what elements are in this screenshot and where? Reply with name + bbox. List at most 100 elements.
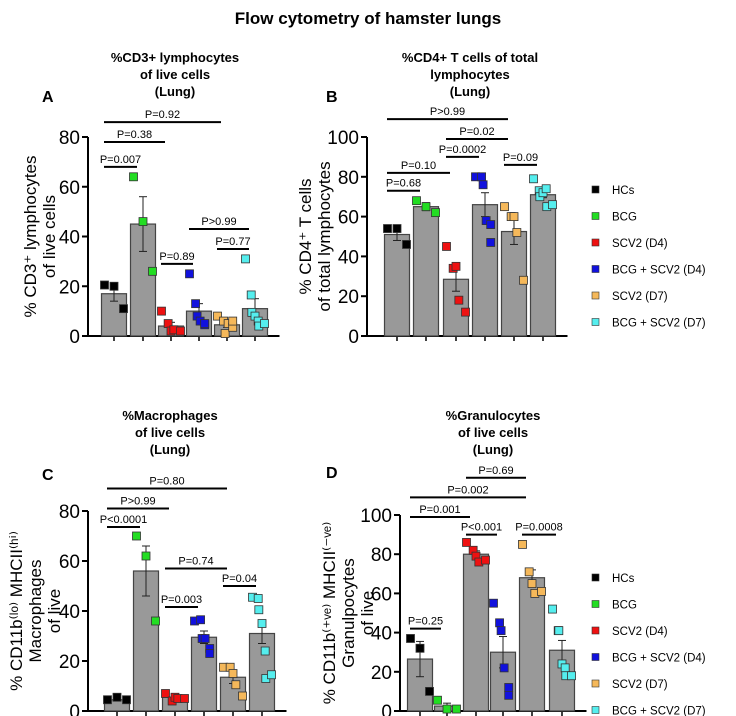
data-point [196, 615, 205, 625]
y-tick-label: 40 [59, 602, 80, 623]
data-point [415, 643, 425, 653]
y-tick-label: 20 [371, 663, 392, 684]
data-point [246, 290, 256, 300]
p-value-label: P=0.25 [408, 616, 443, 628]
data-point [567, 671, 576, 681]
y-tick-label: 100 [327, 128, 359, 149]
panel-letter: C [42, 467, 54, 484]
p-value-label: P=0.74 [178, 556, 213, 568]
y-tick-label: 80 [338, 168, 359, 189]
legend-label: BCG + SCV2 (D4) [612, 653, 706, 665]
panel-c: %Macrophages of live cells (Lung) C % CD11b⁽… [7, 408, 287, 716]
data-point [442, 704, 452, 714]
y-tick-label: 60 [59, 552, 80, 573]
p-value-label: P=0.77 [215, 236, 250, 248]
panel-title-line: of live cells [140, 67, 210, 82]
data-point [412, 196, 421, 206]
p-value-label: P>0.99 [201, 216, 236, 228]
data-point [518, 540, 527, 549]
p-value-label: P=0.69 [478, 465, 513, 477]
data-point [238, 691, 247, 701]
legend-label: BCG [612, 600, 637, 612]
y-axis-label: % CD3⁺ lymphocytes [21, 155, 40, 317]
data-point [481, 555, 490, 565]
y-tick-label: 100 [360, 506, 392, 527]
legend-swatch [591, 265, 600, 273]
legend-label: SCV2 (D4) [612, 238, 668, 250]
legend-swatch [591, 291, 600, 300]
y-tick-label: 80 [371, 545, 392, 566]
p-value-label: P=0.0008 [515, 522, 562, 534]
p-value-label: P=0.09 [503, 152, 538, 164]
data-point [141, 551, 151, 561]
data-point [267, 670, 276, 680]
y-tick-label: 20 [59, 652, 80, 673]
p-value-label: P=0.007 [100, 154, 141, 166]
data-point [504, 690, 514, 700]
panel-title-line: of live cells [458, 425, 528, 440]
panel-title-line: lymphocytes [430, 67, 509, 82]
data-point [148, 266, 157, 276]
panel-letter: B [326, 89, 338, 106]
data-point [486, 220, 496, 229]
legend-label: HCs [612, 573, 635, 585]
y-tick-label: 0 [348, 327, 359, 348]
legend-swatch [591, 185, 600, 194]
data-point [260, 319, 269, 328]
p-value-label: P=0.04 [222, 573, 257, 585]
data-point [451, 261, 461, 271]
panel-letter: A [42, 89, 54, 106]
data-point [383, 224, 392, 233]
legend-swatch [591, 573, 600, 582]
bar [462, 553, 490, 712]
data-point [489, 598, 498, 608]
data-point [253, 594, 263, 603]
p-value-label: P=0.10 [401, 160, 436, 172]
data-point [537, 587, 546, 596]
p-value-label: P=0.38 [117, 129, 152, 141]
legend-swatch [591, 653, 600, 661]
legend-label: SCV2 (D7) [612, 291, 668, 303]
data-point [132, 531, 141, 541]
data-point [541, 184, 551, 194]
p-value-label: P<0.0001 [100, 514, 147, 526]
y-tick-label: 40 [371, 624, 392, 645]
legend-label: BCG + SCV2 (D7) [612, 318, 706, 330]
data-point [452, 704, 461, 714]
y-tick-label: 80 [59, 502, 80, 523]
data-point [138, 217, 148, 226]
data-point [496, 626, 506, 636]
y-tick-label: 0 [69, 702, 80, 716]
data-point [129, 172, 138, 182]
p-value-label: P=0.0002 [439, 144, 486, 156]
data-point [495, 618, 504, 628]
data-point [499, 663, 509, 673]
data-point [421, 202, 431, 212]
panel-title-line: %Macrophages [122, 408, 217, 423]
y-tick-label: 40 [59, 228, 80, 249]
data-point [392, 224, 402, 233]
y-tick-label: 20 [59, 277, 80, 298]
legend: HCs BCG SCV2 (D4) BCG + SCV2 (D4) SCV2 (D7) B… [591, 573, 706, 716]
data-point [161, 689, 170, 698]
y-axis-label: of live [45, 589, 64, 633]
data-point [151, 616, 160, 626]
data-point [461, 307, 470, 317]
p-value-label: P=0.002 [447, 484, 488, 496]
data-point [241, 254, 250, 264]
data-point [109, 281, 119, 291]
data-point [486, 238, 496, 247]
legend-label: HCs [612, 185, 635, 197]
legend-swatch [591, 679, 600, 688]
data-point [200, 634, 210, 643]
bar [383, 233, 411, 337]
legend-swatch [591, 238, 600, 247]
y-tick-label: 0 [69, 327, 80, 348]
data-point [176, 326, 185, 336]
panel-title-line: %Granulocytes [446, 408, 541, 423]
p-value-label: P>0.99 [120, 496, 155, 508]
y-axis-label: of total lymphocytes [315, 161, 334, 311]
data-point [254, 605, 264, 615]
data-point [512, 228, 522, 237]
panel-title-line: of live cells [135, 425, 205, 440]
